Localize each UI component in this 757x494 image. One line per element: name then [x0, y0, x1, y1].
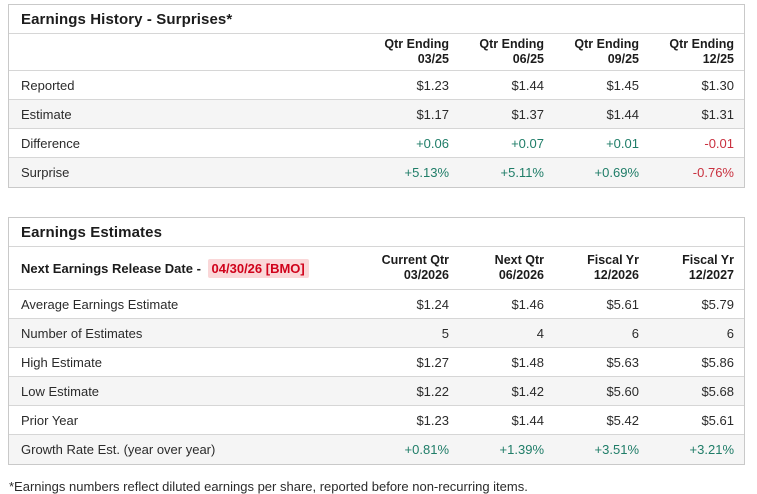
row-label: High Estimate	[21, 354, 102, 370]
cell-value: $1.45	[606, 77, 639, 93]
cell-value: $1.44	[511, 77, 544, 93]
cell-value: $1.31	[701, 106, 734, 122]
next-earnings-release: Next Earnings Release Date - 04/30/26 [B…	[21, 258, 354, 278]
cell-value: $1.48	[511, 354, 544, 370]
next-earnings-release-date: 04/30/26 [BMO]	[207, 258, 309, 278]
table-row-growth-rate: Growth Rate Est. (year over year) +0.81%…	[9, 435, 744, 464]
cell-value: 6	[726, 325, 734, 341]
cell-value: $5.61	[606, 296, 639, 312]
column-header-qtr-0325: Qtr Ending 03/25	[384, 37, 449, 66]
row-label: Difference	[21, 135, 81, 151]
earnings-history-title-row: Earnings History - Surprises*	[9, 5, 744, 34]
table-row-average-earnings-estimate: Average Earnings Estimate $1.24 $1.46 $5…	[9, 290, 744, 319]
cell-value: $1.46	[511, 296, 544, 312]
cell-value: $1.30	[701, 77, 734, 93]
cell-value: $1.24	[416, 296, 449, 312]
cell-value: $1.27	[416, 354, 449, 370]
cell-value: $5.63	[606, 354, 639, 370]
table-row-difference: Difference +0.06 +0.07 +0.01 -0.01	[9, 129, 744, 158]
cell-value: $5.79	[701, 296, 734, 312]
cell-value: +0.81%	[404, 442, 449, 457]
table-row-high-estimate: High Estimate $1.27 $1.48 $5.63 $5.86	[9, 348, 744, 377]
row-label: Number of Estimates	[21, 325, 143, 341]
row-label: Average Earnings Estimate	[21, 296, 179, 312]
cell-value: $1.42	[511, 383, 544, 399]
row-label: Surprise	[21, 165, 70, 180]
table-row-prior-year: Prior Year $1.23 $1.44 $5.42 $5.61	[9, 406, 744, 435]
cell-value: +5.11%	[500, 165, 545, 180]
cell-value: +3.51%	[594, 442, 639, 457]
cell-value: +0.06	[416, 135, 449, 151]
table-row-surprise: Surprise +5.13% +5.11% +0.69% -0.76%	[9, 158, 744, 187]
cell-value: $5.60	[606, 383, 639, 399]
cell-value: -0.01	[704, 135, 734, 151]
cell-value: +0.01	[606, 135, 639, 151]
cell-value: $1.23	[416, 77, 449, 93]
row-label: Prior Year	[21, 412, 79, 428]
table-row-number-of-estimates: Number of Estimates 5 4 6 6	[9, 319, 744, 348]
cell-value: +5.13%	[404, 165, 449, 180]
earnings-estimates-title: Earnings Estimates	[21, 224, 163, 241]
cell-value: $1.23	[416, 412, 449, 428]
column-header-fiscal-yr-2026: Fiscal Yr 12/2026	[587, 253, 639, 282]
column-header-next-qtr: Next Qtr 06/2026	[494, 253, 544, 282]
column-header-qtr-0925: Qtr Ending 09/25	[574, 37, 639, 66]
cell-value: -0.76%	[692, 165, 734, 180]
row-label: Reported	[21, 77, 75, 93]
row-label: Growth Rate Est. (year over year)	[21, 442, 216, 457]
earnings-history-table: Earnings History - Surprises* Qtr Ending…	[8, 4, 745, 188]
earnings-history-title: Earnings History - Surprises*	[21, 11, 233, 28]
cell-value: $1.22	[416, 383, 449, 399]
cell-value: +0.69%	[594, 165, 639, 180]
row-label: Low Estimate	[21, 383, 100, 399]
earnings-estimates-title-row: Earnings Estimates	[9, 218, 744, 247]
column-header-qtr-0625: Qtr Ending 06/25	[479, 37, 544, 66]
cell-value: $5.86	[701, 354, 734, 370]
cell-value: $1.17	[416, 106, 449, 122]
next-earnings-release-label: Next Earnings Release Date -	[21, 260, 205, 276]
cell-value: $1.37	[511, 106, 544, 122]
cell-value: $5.61	[701, 412, 734, 428]
column-header-current-qtr: Current Qtr 03/2026	[381, 253, 449, 282]
cell-value: +0.07	[511, 135, 544, 151]
cell-value: +3.21%	[689, 442, 734, 457]
cell-value: $1.44	[606, 106, 639, 122]
cell-value: 4	[536, 325, 544, 341]
column-header-fiscal-yr-2027: Fiscal Yr 12/2027	[682, 253, 734, 282]
cell-value: $5.68	[701, 383, 734, 399]
cell-value: 6	[631, 325, 639, 341]
earnings-estimates-table: Earnings Estimates Next Earnings Release…	[8, 217, 745, 465]
table-row-reported: Reported $1.23 $1.44 $1.45 $1.30	[9, 71, 744, 100]
table-row-low-estimate: Low Estimate $1.22 $1.42 $5.60 $5.68	[9, 377, 744, 406]
row-label: Estimate	[21, 106, 72, 122]
earnings-history-header-row: Qtr Ending 03/25 Qtr Ending 06/25 Qtr En…	[9, 34, 744, 71]
table-row-estimate: Estimate $1.17 $1.37 $1.44 $1.31	[9, 100, 744, 129]
earnings-estimates-header-row: Next Earnings Release Date - 04/30/26 [B…	[9, 247, 744, 290]
cell-value: $5.42	[606, 412, 639, 428]
cell-value: $1.44	[511, 412, 544, 428]
column-header-qtr-1225: Qtr Ending 12/25	[669, 37, 734, 66]
cell-value: +1.39%	[499, 442, 544, 457]
cell-value: 5	[441, 325, 449, 341]
